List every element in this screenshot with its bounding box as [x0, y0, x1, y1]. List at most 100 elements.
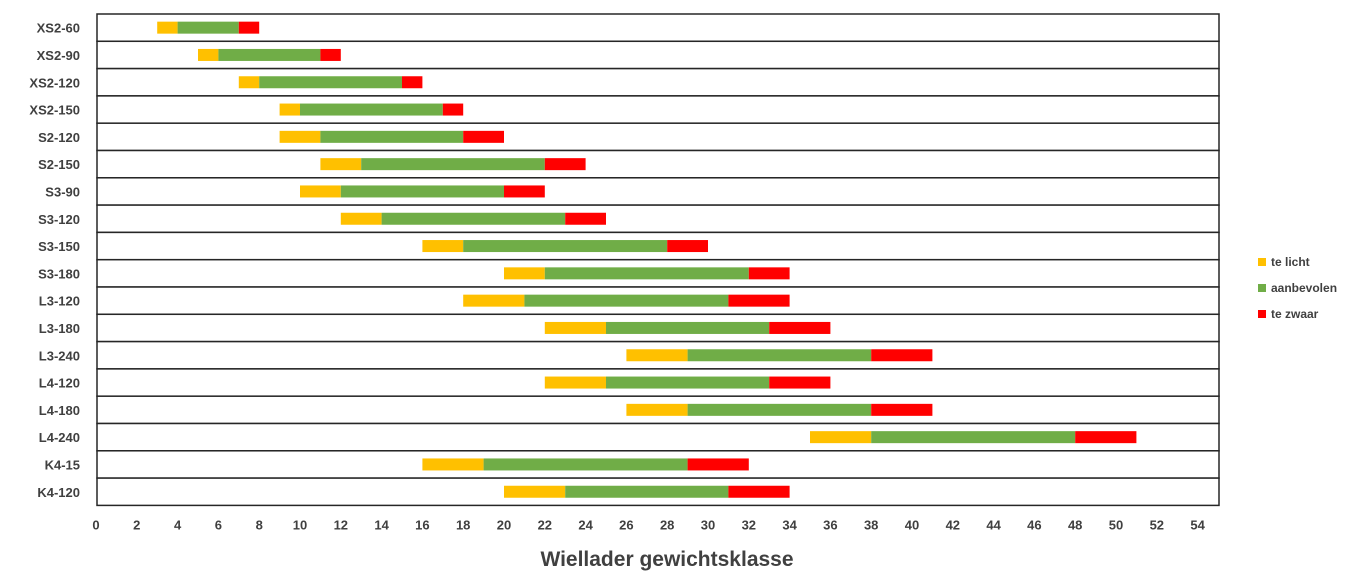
- x-tick-label: 36: [823, 517, 837, 532]
- bar-segment: [157, 21, 178, 34]
- x-tick-label: 16: [415, 517, 429, 532]
- category-row: [96, 368, 1220, 397]
- bar-segment: [544, 376, 606, 389]
- bar-segment: [422, 458, 484, 471]
- bar-segment: [544, 321, 606, 334]
- bar-segment: [606, 321, 770, 334]
- bar-segment: [483, 458, 688, 471]
- bar-segment: [728, 294, 790, 307]
- x-tick-label: 10: [293, 517, 307, 532]
- legend-label: te licht: [1271, 255, 1310, 269]
- bar-segment: [504, 185, 545, 198]
- bar-segment: [871, 349, 933, 362]
- x-tick-label: 42: [946, 517, 960, 532]
- bar-segment: [320, 158, 362, 171]
- bar-segment: [769, 376, 831, 389]
- category-label: S2-150: [38, 157, 80, 172]
- x-tick-label: 26: [619, 517, 633, 532]
- bar-segment: [687, 403, 872, 416]
- category-label: XS2-60: [37, 21, 80, 36]
- x-tick-label: 28: [660, 517, 674, 532]
- x-tick-label: 32: [742, 517, 756, 532]
- x-tick-label: 4: [174, 517, 182, 532]
- category-label: L3-240: [39, 348, 80, 363]
- category-row: [96, 122, 1220, 152]
- category-label: XS2-90: [37, 48, 80, 63]
- bar-segment: [544, 267, 749, 280]
- category-row: [96, 177, 1220, 206]
- x-tick-label: 40: [905, 517, 919, 532]
- category-label: L4-180: [39, 403, 80, 418]
- bar-segment: [279, 103, 300, 116]
- bar-segment: [565, 212, 606, 225]
- x-tick-label: 34: [782, 517, 797, 532]
- bar-segment: [810, 431, 872, 444]
- legend-swatch: [1258, 284, 1266, 292]
- category-row: [96, 204, 1220, 234]
- bar-segment: [769, 321, 831, 334]
- x-tick-label: 18: [456, 517, 470, 532]
- x-tick-label: 54: [1190, 517, 1205, 532]
- x-tick-label: 52: [1150, 517, 1164, 532]
- bar-segment: [177, 21, 239, 34]
- bar-segment: [442, 103, 464, 116]
- bar-segment: [402, 76, 423, 89]
- legend-swatch: [1258, 310, 1266, 318]
- category-label: S3-120: [38, 212, 80, 227]
- bar-segment: [381, 212, 566, 225]
- bar-segment: [279, 130, 321, 143]
- category-row: [96, 422, 1220, 452]
- bar-segment: [300, 185, 341, 198]
- bar-segment: [667, 240, 708, 253]
- bar-segment: [504, 267, 545, 280]
- bar-segment: [320, 130, 464, 143]
- bar-segment: [238, 21, 260, 34]
- category-row: [96, 13, 1220, 43]
- legend-label: te zwaar: [1271, 307, 1319, 321]
- x-tick-label: 44: [986, 517, 1001, 532]
- category-label: L4-120: [39, 376, 80, 391]
- legend-label: aanbevolen: [1271, 281, 1337, 295]
- bar-segment: [422, 240, 464, 253]
- category-label: S2-120: [38, 130, 80, 145]
- x-tick-label: 24: [578, 517, 593, 532]
- x-tick-label: 6: [215, 517, 222, 532]
- category-label: XS2-150: [29, 103, 80, 118]
- x-tick-label: 14: [374, 517, 389, 532]
- bar-segment: [871, 403, 933, 416]
- bar-segment: [218, 48, 321, 61]
- bar-segment: [320, 48, 341, 61]
- category-label: XS2-120: [29, 75, 80, 90]
- x-tick-label: 48: [1068, 517, 1082, 532]
- x-tick-label: 20: [497, 517, 511, 532]
- category-row: [96, 95, 1220, 124]
- x-tick-label: 46: [1027, 517, 1041, 532]
- bar-segment: [565, 485, 729, 498]
- legend: te licht aanbevolen te zwaar: [1258, 255, 1337, 321]
- bar-segment: [463, 130, 504, 143]
- category-label: S3-90: [45, 184, 80, 199]
- bar-segment: [544, 158, 586, 171]
- category-label: S3-180: [38, 266, 80, 281]
- x-tick-label: 8: [256, 517, 263, 532]
- bar-segment: [463, 294, 525, 307]
- x-tick-label: 2: [133, 517, 140, 532]
- bar-segment: [238, 76, 260, 89]
- x-tick-label: 12: [334, 517, 348, 532]
- bar-segment: [198, 48, 219, 61]
- bar-segment: [1075, 431, 1137, 444]
- category-label: K4-120: [37, 485, 80, 500]
- bar-segment: [626, 349, 688, 362]
- bar-segment: [340, 185, 504, 198]
- category-label: S3-150: [38, 239, 80, 254]
- category-label: L3-180: [39, 321, 80, 336]
- bar-segment: [524, 294, 729, 307]
- bar-segment: [300, 103, 443, 116]
- bar-segment: [463, 240, 668, 253]
- x-tick-label: 38: [864, 517, 878, 532]
- bars: [157, 21, 1137, 498]
- bar-segment: [728, 485, 790, 498]
- x-tick-label: 30: [701, 517, 715, 532]
- bar-segment: [871, 431, 1076, 444]
